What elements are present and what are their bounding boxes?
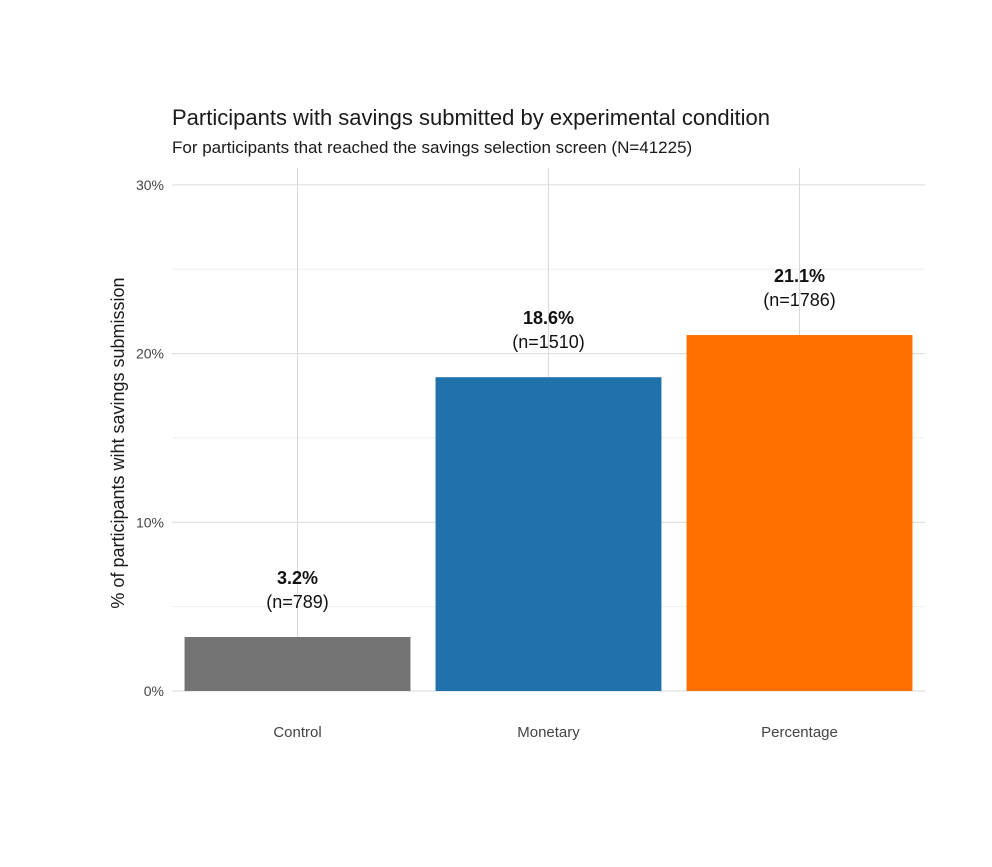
chart-title: Participants with savings submitted by e… [172,105,770,130]
bar-monetary [436,377,662,691]
bar-percentage [687,335,913,691]
y-tick-label: 10% [136,514,164,530]
bar-control [185,637,411,691]
bar-value-label: 3.2% [277,568,318,588]
y-tick-label: 0% [144,683,164,699]
x-tick-label: Control [273,724,321,741]
bars [185,335,913,691]
bar-count-label: (n=1786) [763,290,836,310]
y-tick-label: 30% [136,177,164,193]
chart-container: Participants with savings submitted by e… [0,0,992,862]
x-tick-label: Monetary [517,724,580,741]
bar-value-label: 18.6% [523,308,574,328]
bar-count-label: (n=1510) [512,332,585,352]
bar-value-label: 21.1% [774,266,825,286]
bar-count-label: (n=789) [266,592,329,612]
y-tick-label: 20% [136,346,164,362]
chart-subtitle: For participants that reached the saving… [172,138,692,157]
y-axis-label: % of participants wiht savings submissio… [108,277,128,608]
bar-chart: Participants with savings submitted by e… [0,0,992,862]
x-tick-label: Percentage [761,724,838,741]
